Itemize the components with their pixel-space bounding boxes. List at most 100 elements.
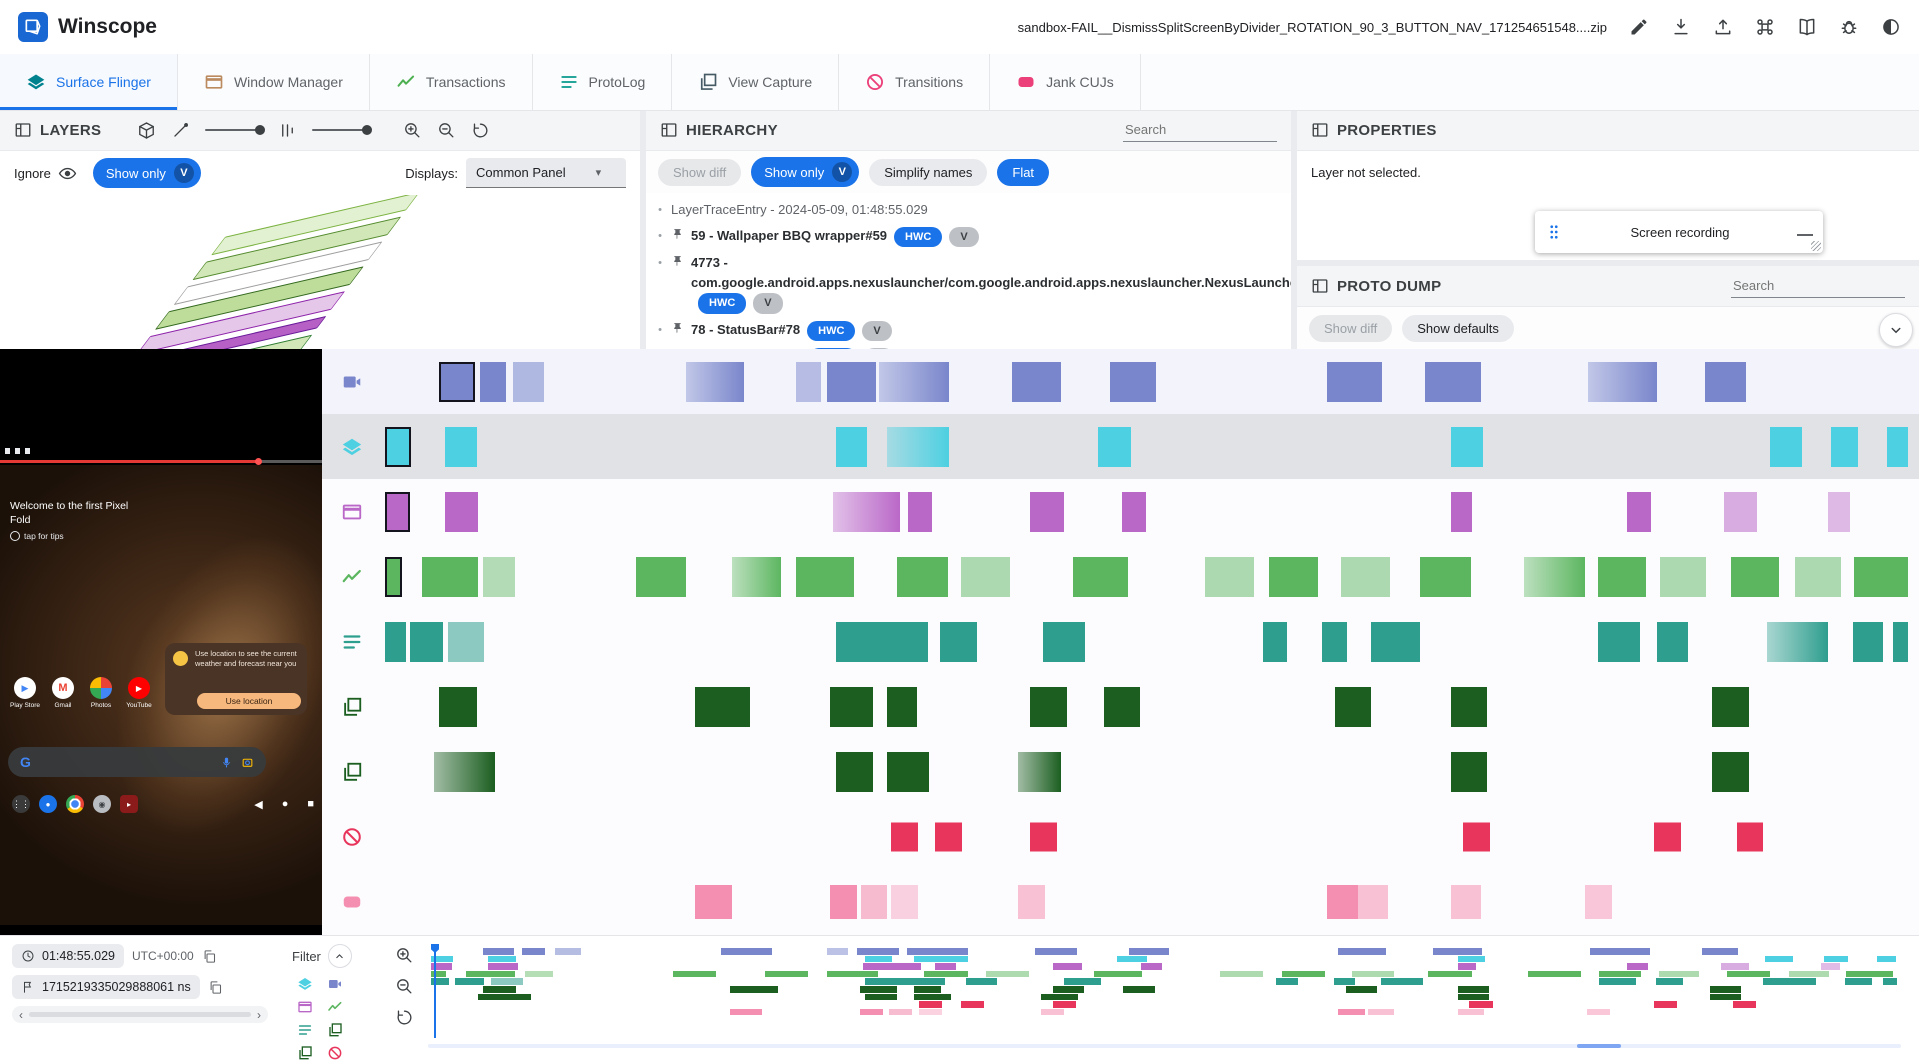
- trace-entry-block[interactable]: [421, 556, 479, 597]
- trace-entry-block[interactable]: [1204, 556, 1254, 597]
- trace-entry-block[interactable]: [1357, 885, 1389, 920]
- trace-entry-block[interactable]: [826, 361, 876, 402]
- trace-entry-block[interactable]: [1626, 491, 1652, 532]
- trace-entry-block[interactable]: [1334, 687, 1372, 728]
- block-filter-icon[interactable]: [327, 1045, 343, 1061]
- back-button[interactable]: ◀: [254, 798, 263, 811]
- trace-entry-block[interactable]: [796, 556, 855, 597]
- trace-entry-block[interactable]: [829, 885, 857, 920]
- trace-entry-block[interactable]: [1122, 491, 1147, 532]
- trace-entry-block[interactable]: [796, 361, 821, 402]
- chart-filter-icon[interactable]: [327, 999, 343, 1015]
- filter-collapse-button[interactable]: [327, 944, 352, 968]
- dark-mode-icon[interactable]: [1881, 17, 1901, 37]
- trace-entry-block[interactable]: [444, 426, 477, 467]
- trace-entry-block[interactable]: [438, 361, 476, 402]
- track-lane-jank-cujs[interactable]: [382, 870, 1911, 935]
- download-icon[interactable]: [1671, 17, 1691, 37]
- mic-icon[interactable]: [220, 756, 233, 769]
- trace-entry-block[interactable]: [860, 885, 888, 920]
- trace-entry-block[interactable]: [1103, 687, 1141, 728]
- trace-entry-block[interactable]: [1585, 885, 1613, 920]
- flat-button[interactable]: Flat: [997, 158, 1050, 186]
- trace-entry-block[interactable]: [836, 426, 867, 467]
- trace-entry-block[interactable]: [1794, 556, 1841, 597]
- trace-entry-block[interactable]: [940, 621, 977, 662]
- trace-entry-block[interactable]: [695, 687, 751, 728]
- copy-icon[interactable]: [202, 949, 217, 964]
- hierarchy-root-row[interactable]: • LayerTraceEntry - 2024-05-09, 01:48:55…: [656, 197, 1281, 223]
- zoom-out-icon[interactable]: [437, 121, 456, 140]
- use-location-button[interactable]: Use location: [197, 693, 301, 709]
- trace-entry-block[interactable]: [695, 885, 733, 920]
- notes-filter-icon[interactable]: [297, 1022, 313, 1038]
- screen-recording-window-bar[interactable]: Screen recording: [1535, 211, 1823, 253]
- trace-entry-block[interactable]: [409, 621, 444, 662]
- trace-entry-block[interactable]: [836, 621, 928, 662]
- track-lane-view-capture-2[interactable]: [382, 740, 1911, 805]
- track-lane-transactions[interactable]: [382, 544, 1911, 609]
- timeline-cursor[interactable]: [434, 944, 436, 1038]
- tab-protolog[interactable]: ProtoLog: [533, 54, 673, 110]
- trace-entry-block[interactable]: [1588, 361, 1658, 402]
- ignore-toggle[interactable]: Ignore: [14, 164, 77, 183]
- scroll-right-arrow[interactable]: ›: [257, 1007, 261, 1022]
- trace-entry-block[interactable]: [1736, 822, 1764, 852]
- dock-app-icon[interactable]: ⋮⋮: [12, 795, 30, 813]
- proto-dump-search-input[interactable]: [1731, 274, 1905, 298]
- trace-entry-block[interactable]: [479, 361, 506, 402]
- trace-entry-block[interactable]: [1463, 822, 1490, 852]
- trace-entry-block[interactable]: [1450, 885, 1482, 920]
- trace-entry-block[interactable]: [1018, 885, 1045, 920]
- trace-entry-block[interactable]: [1326, 885, 1358, 920]
- recents-button[interactable]: ■: [307, 798, 314, 810]
- timeline-scrollbar[interactable]: ‹ ›: [12, 1006, 268, 1023]
- show-defaults-button[interactable]: Show defaults: [1402, 314, 1514, 342]
- trace-entry-block[interactable]: [1450, 687, 1488, 728]
- videocam-filter-icon[interactable]: [327, 976, 343, 992]
- trace-entry-block[interactable]: [1030, 687, 1067, 728]
- trace-entry-block[interactable]: [385, 426, 412, 467]
- displays-select[interactable]: Common Panel ▾: [466, 158, 626, 188]
- trace-entry-block[interactable]: [1524, 556, 1586, 597]
- trace-entry-block[interactable]: [635, 556, 687, 597]
- square2-filter-icon[interactable]: [327, 1022, 343, 1038]
- copy-icon[interactable]: [208, 980, 223, 995]
- trace-entry-block[interactable]: [1724, 491, 1757, 532]
- track-lane-protolog[interactable]: [382, 609, 1911, 674]
- weather-notification-card[interactable]: Use location to see the current weather …: [165, 643, 307, 715]
- trace-entry-block[interactable]: [1770, 426, 1803, 467]
- trace-entry-block[interactable]: [1097, 426, 1132, 467]
- hierarchy-node[interactable]: • 78 - StatusBar#78 HWC V: [656, 317, 1281, 345]
- trace-entry-block[interactable]: [878, 361, 950, 402]
- trace-entry-block[interactable]: [1322, 621, 1347, 662]
- trace-entry-block[interactable]: [886, 687, 918, 728]
- trace-entry-block[interactable]: [1109, 361, 1156, 402]
- trace-entry-block[interactable]: [438, 687, 477, 728]
- trace-entry-block[interactable]: [1657, 621, 1688, 662]
- camera-app-icon[interactable]: ◉: [93, 795, 111, 813]
- trace-entry-block[interactable]: [891, 822, 918, 852]
- track-lane-view-capture[interactable]: [382, 674, 1911, 739]
- app-photos[interactable]: Photos: [88, 677, 114, 709]
- trace-entry-block[interactable]: [829, 687, 873, 728]
- lens-camera-icon[interactable]: [241, 756, 254, 769]
- trace-entry-block[interactable]: [1831, 426, 1859, 467]
- trace-entry-block[interactable]: [686, 361, 745, 402]
- trace-entry-block[interactable]: [1450, 752, 1488, 793]
- trace-entry-block[interactable]: [444, 491, 479, 532]
- hierarchy-search-input[interactable]: [1123, 118, 1277, 142]
- trace-entry-block[interactable]: [1424, 361, 1482, 402]
- chrome-app-icon[interactable]: [66, 795, 84, 813]
- zoom-reset-icon[interactable]: [395, 1008, 414, 1027]
- hierarchy-node[interactable]: • 4773 - com.google.android.apps.nexuslau…: [656, 250, 1291, 317]
- tab-transactions[interactable]: Transactions: [370, 54, 533, 110]
- trace-entry-block[interactable]: [1730, 556, 1780, 597]
- rotation-slider[interactable]: [205, 125, 266, 135]
- track-lane-transitions[interactable]: [382, 805, 1911, 870]
- window-filter-icon[interactable]: [297, 999, 313, 1015]
- trace-entry-block[interactable]: [1268, 556, 1318, 597]
- trace-entry-block[interactable]: [1011, 361, 1061, 402]
- trace-entry-block[interactable]: [897, 556, 948, 597]
- minimap-thumb[interactable]: [1576, 1044, 1622, 1048]
